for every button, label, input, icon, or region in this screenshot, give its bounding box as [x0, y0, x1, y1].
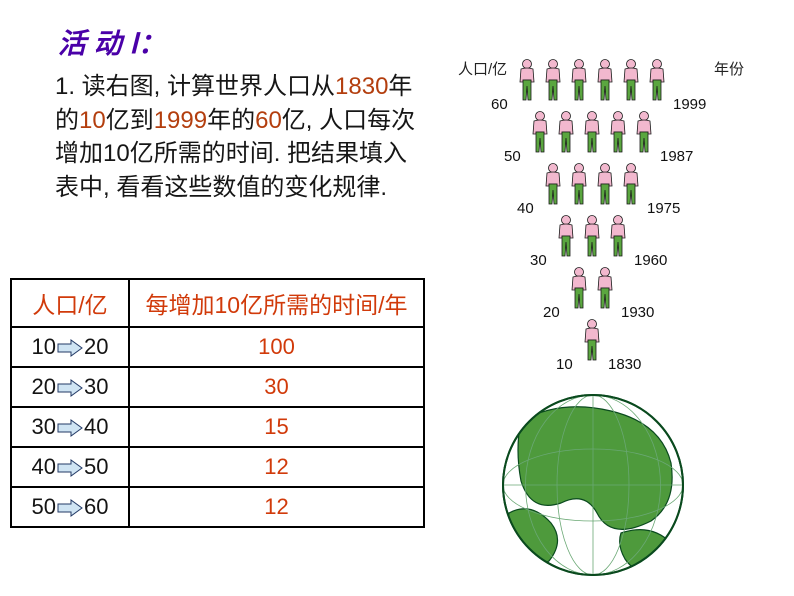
- q-val2: 60: [255, 107, 282, 134]
- question-paragraph: 1. 读右图, 计算世界人口从1830年的10亿到1999年的60亿, 人口每次…: [55, 70, 423, 204]
- range-cell: 10 20: [11, 327, 129, 367]
- globe-image: [501, 393, 685, 582]
- range-to: 40: [84, 414, 108, 439]
- person-icon: [554, 214, 578, 258]
- person-icon: [541, 162, 565, 206]
- chart-pop-value: 10: [556, 356, 573, 373]
- person-icon: [528, 110, 552, 154]
- arrow-right-icon: [57, 379, 83, 397]
- table-row: 10 20100: [11, 327, 424, 367]
- person-icon: [606, 110, 630, 154]
- time-cell: 30: [129, 367, 424, 407]
- q-val1: 10: [79, 107, 106, 134]
- q-year2: 1999: [154, 107, 207, 134]
- chart-year-value: 1987: [660, 148, 693, 165]
- range-from: 50: [32, 494, 56, 519]
- range-cell: 20 30: [11, 367, 129, 407]
- person-icon: [632, 110, 656, 154]
- chart-pop-value: 50: [504, 148, 521, 165]
- time-cell: 12: [129, 447, 424, 487]
- time-cell: 12: [129, 487, 424, 527]
- chart-pop-value: 30: [530, 252, 547, 269]
- time-cell: 15: [129, 407, 424, 447]
- q-mid2: 年的: [207, 107, 255, 134]
- person-icon: [593, 162, 617, 206]
- time-cell: 100: [129, 327, 424, 367]
- person-icon: [606, 214, 630, 258]
- axis-label-population: 人口/亿: [458, 58, 507, 79]
- arrow-right-icon: [57, 459, 83, 477]
- people-group: [580, 318, 604, 367]
- person-icon: [580, 318, 604, 362]
- table-row: 20 3030: [11, 367, 424, 407]
- table-row: 30 4015: [11, 407, 424, 447]
- q-year1: 1830: [335, 73, 388, 100]
- header-time: 每增加10亿所需的时间/年: [129, 279, 424, 327]
- population-pyramid-chart: 人口/亿 年份 60 1999 50: [428, 58, 758, 588]
- person-icon: [515, 58, 539, 102]
- chart-year-value: 1830: [608, 356, 641, 373]
- range-cell: 40 50: [11, 447, 129, 487]
- activity-title: 活 动 Ⅰ：: [58, 22, 166, 62]
- person-icon: [580, 214, 604, 258]
- person-icon: [593, 266, 617, 310]
- range-cell: 30 40: [11, 407, 129, 447]
- arrow-right-icon: [57, 339, 83, 357]
- person-icon: [554, 110, 578, 154]
- people-group: [515, 58, 669, 107]
- q-unit1: 亿到: [106, 107, 154, 134]
- table-row: 40 5012: [11, 447, 424, 487]
- range-to: 30: [84, 374, 108, 399]
- range-from: 20: [32, 374, 56, 399]
- range-to: 20: [84, 334, 108, 359]
- range-from: 10: [32, 334, 56, 359]
- chart-year-value: 1960: [634, 252, 667, 269]
- globe-icon: [501, 393, 685, 577]
- population-table: 人口/亿 每增加10亿所需的时间/年 10 2010020 303030 401…: [10, 278, 425, 528]
- chart-year-value: 1999: [673, 96, 706, 113]
- person-icon: [645, 58, 669, 102]
- chart-pop-value: 40: [517, 200, 534, 217]
- range-from: 30: [32, 414, 56, 439]
- chart-pop-value: 60: [491, 96, 508, 113]
- person-icon: [567, 266, 591, 310]
- chart-year-value: 1975: [647, 200, 680, 217]
- table-header-row: 人口/亿 每增加10亿所需的时间/年: [11, 279, 424, 327]
- axis-label-year: 年份: [714, 58, 744, 79]
- people-group: [528, 110, 656, 159]
- arrow-right-icon: [57, 419, 83, 437]
- chart-year-value: 1930: [621, 304, 654, 321]
- people-group: [567, 266, 617, 315]
- range-to: 60: [84, 494, 108, 519]
- chart-pop-value: 20: [543, 304, 560, 321]
- person-icon: [593, 58, 617, 102]
- header-population: 人口/亿: [11, 279, 129, 327]
- arrow-right-icon: [57, 499, 83, 517]
- person-icon: [567, 162, 591, 206]
- range-cell: 50 60: [11, 487, 129, 527]
- person-icon: [619, 58, 643, 102]
- person-icon: [619, 162, 643, 206]
- range-to: 50: [84, 454, 108, 479]
- person-icon: [580, 110, 604, 154]
- people-group: [554, 214, 630, 263]
- range-from: 40: [32, 454, 56, 479]
- table-row: 50 6012: [11, 487, 424, 527]
- people-group: [541, 162, 643, 211]
- person-icon: [541, 58, 565, 102]
- q-prefix: 1. 读右图, 计算世界人口从: [55, 73, 335, 100]
- person-icon: [567, 58, 591, 102]
